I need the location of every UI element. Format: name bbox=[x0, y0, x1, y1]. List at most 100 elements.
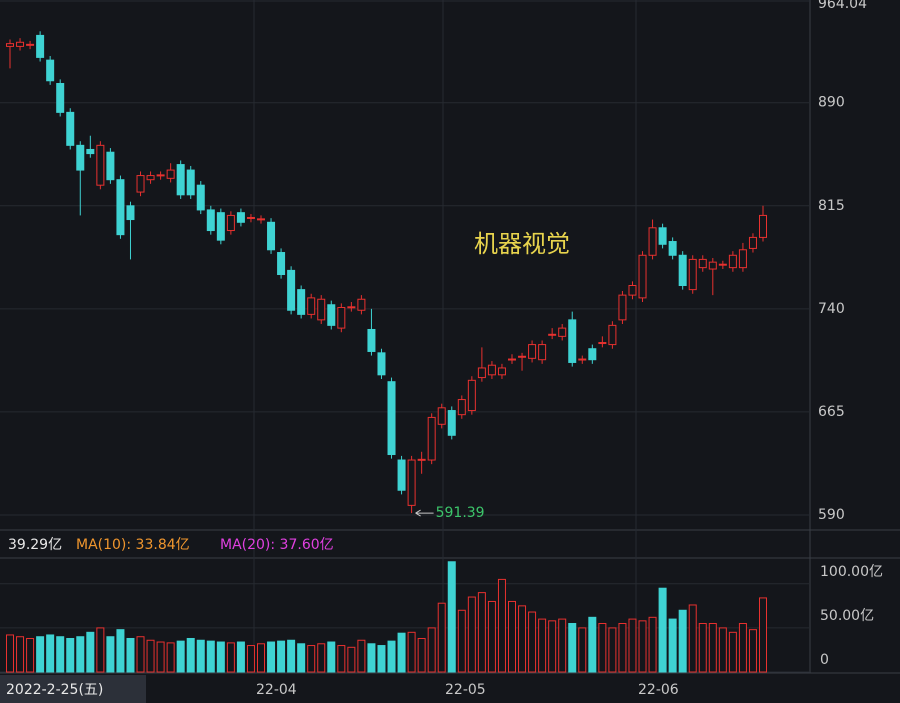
candle-body bbox=[718, 263, 727, 266]
volume-bar bbox=[487, 600, 496, 673]
candle-body bbox=[166, 169, 175, 179]
volume-bar bbox=[728, 631, 737, 673]
candle-body bbox=[508, 358, 516, 361]
volume-bar bbox=[76, 636, 85, 673]
volume-bar bbox=[708, 622, 717, 673]
x-label: 22-05 bbox=[445, 682, 486, 698]
volume-bar bbox=[467, 596, 476, 673]
volume-bar bbox=[477, 592, 486, 673]
volume-bar bbox=[126, 637, 135, 673]
volume-bar bbox=[578, 627, 587, 673]
volume-bar bbox=[759, 597, 767, 673]
y-tick-label: 815 bbox=[818, 198, 845, 214]
volume-bar bbox=[226, 642, 235, 673]
v-tick-label: 0 bbox=[820, 652, 829, 668]
candle-body bbox=[106, 151, 115, 181]
volume-bar bbox=[568, 622, 577, 673]
candle-body bbox=[387, 381, 396, 456]
volume-bar bbox=[186, 637, 195, 673]
candle-body bbox=[658, 227, 667, 245]
volume-bar bbox=[206, 640, 215, 673]
volume-bar bbox=[528, 611, 537, 673]
volume-bar bbox=[106, 636, 115, 673]
volume-bar bbox=[447, 561, 456, 673]
x-label: 2022-2-25(五) bbox=[6, 682, 103, 698]
volume-bar bbox=[196, 639, 205, 673]
candle-body bbox=[46, 59, 55, 82]
volume-bar bbox=[46, 634, 55, 673]
volume-bar bbox=[608, 627, 617, 673]
candle-body bbox=[437, 407, 446, 425]
candle-body bbox=[427, 416, 436, 461]
candle-body bbox=[66, 111, 75, 146]
y-tick-label: 590 bbox=[818, 507, 845, 523]
candle-body bbox=[26, 43, 35, 46]
candle-body bbox=[176, 164, 185, 196]
candle-body bbox=[618, 294, 627, 321]
candle-body bbox=[307, 297, 316, 315]
volume-bar bbox=[297, 643, 306, 673]
candle-body bbox=[417, 458, 426, 461]
candle-body bbox=[558, 327, 567, 337]
candle-body bbox=[367, 328, 376, 352]
volume-bar bbox=[36, 636, 45, 673]
volume-bar bbox=[497, 578, 506, 673]
volume-bar bbox=[668, 618, 677, 673]
volume-bar bbox=[558, 618, 567, 673]
candle-body bbox=[317, 298, 326, 321]
candle-body bbox=[6, 43, 14, 47]
candle-body bbox=[538, 344, 547, 361]
date-highlight bbox=[0, 675, 146, 703]
volume-bar bbox=[6, 634, 14, 673]
candle-body bbox=[56, 83, 65, 113]
candle-body bbox=[156, 174, 165, 177]
candle-body bbox=[447, 410, 456, 436]
candle-body bbox=[257, 218, 265, 221]
volume-bar bbox=[628, 618, 637, 673]
candle-body bbox=[337, 306, 346, 329]
candle-body bbox=[518, 355, 527, 358]
candle-body bbox=[116, 179, 125, 236]
candle-body bbox=[548, 333, 557, 336]
candle-body bbox=[146, 175, 155, 181]
candle-body bbox=[487, 364, 496, 376]
volume-bar bbox=[257, 643, 265, 673]
candle-body bbox=[728, 254, 737, 269]
volume-bar bbox=[407, 631, 416, 673]
volume-bar bbox=[116, 629, 125, 673]
candle-body bbox=[688, 258, 697, 291]
volume-bar bbox=[156, 641, 165, 673]
y-tick-label: 665 bbox=[818, 404, 845, 420]
candle-body bbox=[186, 169, 195, 196]
volume-bar bbox=[216, 641, 225, 673]
volume-bar bbox=[236, 641, 245, 673]
candle-body bbox=[287, 269, 296, 311]
candle-body bbox=[748, 236, 757, 249]
candle-body bbox=[377, 352, 386, 376]
volume-bar bbox=[678, 609, 687, 673]
volume-value: 39.29亿 bbox=[8, 537, 62, 553]
volume-bar bbox=[437, 602, 446, 673]
volume-bar bbox=[377, 645, 386, 673]
candle-body bbox=[226, 214, 235, 232]
volume-bar bbox=[96, 627, 105, 673]
candle-body bbox=[196, 184, 205, 211]
volume-bar bbox=[136, 636, 145, 673]
volume-bar bbox=[387, 640, 396, 673]
volume-bar bbox=[427, 627, 436, 673]
volume-bar bbox=[166, 642, 175, 673]
candle-body bbox=[246, 216, 255, 219]
candle-body bbox=[648, 227, 657, 256]
x-label: 22-04 bbox=[256, 682, 297, 698]
volume-bar bbox=[748, 629, 757, 673]
v-tick-label: 100.00亿 bbox=[820, 564, 883, 580]
candle-body bbox=[698, 258, 707, 269]
candle-body bbox=[126, 205, 135, 221]
volume-bar bbox=[598, 622, 607, 673]
annotation-arrowhead bbox=[415, 509, 421, 517]
volume-bar bbox=[457, 609, 466, 673]
candle-body bbox=[136, 175, 145, 193]
candle-body bbox=[397, 459, 406, 491]
candle-body bbox=[36, 34, 45, 58]
